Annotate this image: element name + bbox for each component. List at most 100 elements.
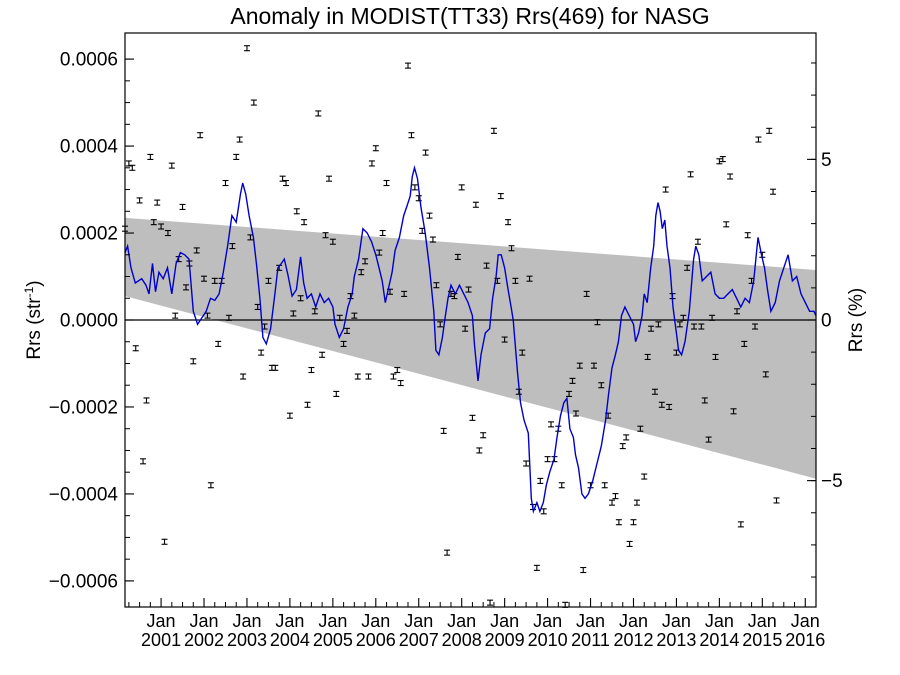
data-point — [548, 421, 555, 428]
x-tick-year: 2006 — [356, 630, 396, 650]
data-point — [716, 158, 723, 165]
y2-tick-label: 0 — [821, 311, 832, 332]
data-point — [508, 245, 515, 252]
data-point — [655, 321, 662, 328]
data-point — [684, 264, 691, 271]
data-point — [658, 401, 665, 408]
data-point — [526, 275, 533, 282]
x-tick-year: 2002 — [184, 630, 224, 650]
data-point — [293, 208, 300, 215]
data-point — [698, 323, 705, 330]
x-tick-year: 2012 — [613, 630, 653, 650]
x-tick-month: Jan — [748, 611, 777, 631]
data-point — [222, 179, 229, 187]
monthly-points — [122, 45, 780, 608]
data-point — [301, 219, 308, 226]
x-tick-month: Jan — [705, 611, 734, 631]
data-point — [172, 312, 179, 319]
y-tick-label: 0.0004 — [60, 137, 119, 158]
x-axis: Jan2001Jan2002Jan2003Jan2004Jan2005Jan20… — [128, 598, 825, 650]
data-point — [766, 127, 773, 134]
x-tick-month: Jan — [791, 611, 820, 631]
data-point — [179, 203, 186, 210]
data-point — [325, 175, 332, 182]
x-tick-year: 2013 — [656, 630, 696, 650]
x-tick-month: Jan — [404, 611, 433, 631]
data-point — [143, 397, 150, 404]
data-point — [519, 349, 526, 356]
y-tick-label: −0.0004 — [49, 484, 119, 505]
data-point — [612, 493, 619, 500]
data-point — [730, 408, 737, 415]
data-point — [641, 473, 648, 480]
x-tick-year: 2015 — [742, 630, 782, 650]
x-tick-year: 2009 — [485, 630, 525, 650]
confidence-band — [125, 217, 816, 479]
data-point — [329, 238, 336, 245]
data-point — [150, 219, 157, 226]
data-point — [437, 321, 444, 328]
data-point — [193, 247, 200, 254]
data-point — [154, 199, 161, 206]
x-tick-year: 2016 — [785, 630, 825, 650]
data-point — [125, 160, 132, 167]
data-point — [723, 221, 730, 228]
y-tick-label: 0.0006 — [60, 50, 118, 71]
data-point — [569, 377, 576, 384]
data-point — [164, 229, 171, 237]
data-point — [397, 380, 404, 387]
x-tick-month: Jan — [147, 611, 176, 631]
data-point — [415, 195, 422, 202]
x-tick-month: Jan — [275, 611, 304, 631]
data-point — [512, 277, 519, 284]
data-point — [666, 403, 673, 411]
data-point — [680, 314, 687, 321]
data-point — [598, 382, 605, 389]
x-tick-month: Jan — [318, 611, 347, 631]
data-point — [741, 340, 748, 347]
data-point — [129, 164, 136, 171]
y2-tick-label: −5 — [821, 471, 843, 492]
data-point — [705, 436, 712, 443]
data-point — [379, 229, 386, 237]
data-point — [480, 432, 487, 439]
data-point — [694, 238, 701, 245]
data-point — [497, 193, 504, 200]
data-point — [358, 269, 365, 276]
x-tick-month: Jan — [533, 611, 562, 631]
data-point — [440, 427, 447, 434]
data-point — [623, 434, 630, 441]
data-point — [651, 388, 658, 395]
data-point — [279, 175, 286, 182]
data-point — [340, 340, 347, 347]
data-point — [540, 508, 547, 515]
data-point — [372, 145, 379, 152]
data-point — [290, 310, 297, 317]
data-point — [233, 153, 240, 160]
data-point — [225, 314, 232, 321]
data-point — [315, 110, 322, 117]
data-point — [362, 258, 369, 265]
data-point — [401, 290, 408, 297]
data-point — [572, 410, 579, 417]
data-point — [501, 336, 508, 343]
y-axis-label-left-text: Rrs (str — [24, 297, 45, 360]
y-axis-label-left: Rrs (str-1) — [22, 280, 45, 359]
data-point — [201, 275, 208, 282]
data-point — [229, 243, 236, 250]
data-point — [744, 232, 751, 239]
data-point — [733, 308, 740, 315]
data-point — [770, 188, 777, 195]
data-point — [272, 364, 279, 371]
data-point — [523, 460, 530, 467]
y-tick-label: −0.0006 — [49, 571, 118, 592]
x-tick-month: Jan — [232, 611, 261, 631]
data-point — [140, 458, 147, 465]
data-point — [161, 538, 168, 545]
data-point — [476, 447, 483, 454]
data-point — [297, 295, 304, 302]
x-tick-year: 2005 — [313, 630, 353, 650]
data-point — [533, 564, 540, 571]
data-point — [609, 499, 616, 506]
